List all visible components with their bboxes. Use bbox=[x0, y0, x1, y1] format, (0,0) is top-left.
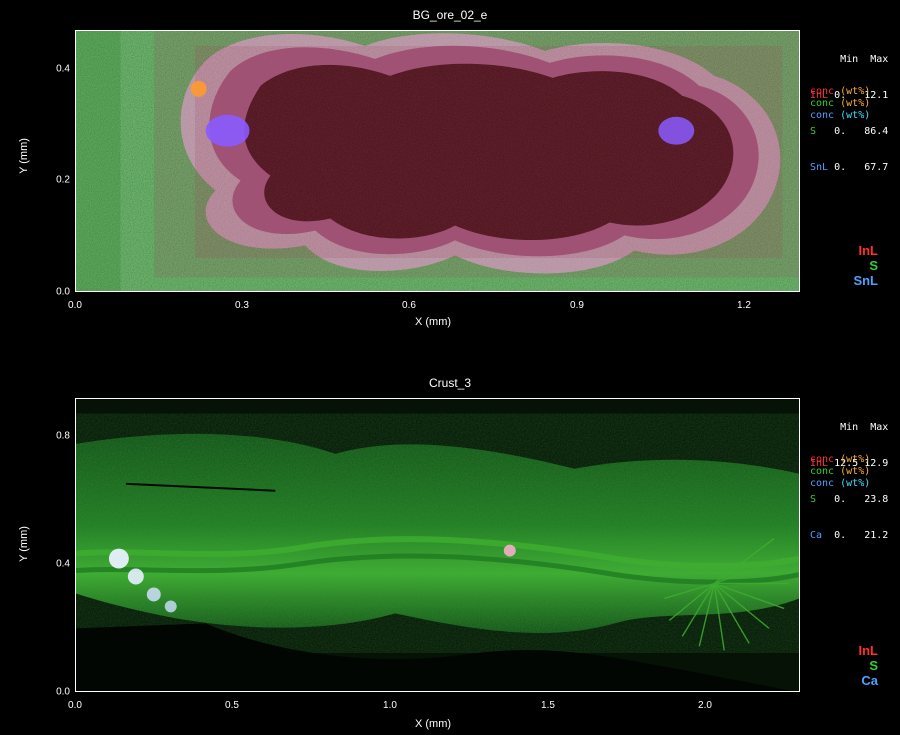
conc-unit-top-1: wt% bbox=[846, 98, 864, 109]
plot-area-top bbox=[75, 30, 800, 292]
legend-channels-bottom: InL S Ca bbox=[859, 643, 879, 688]
ch-big-bot-2: Ca bbox=[859, 673, 879, 688]
ytick-bot-2: 0.8 bbox=[44, 430, 70, 441]
panel-bottom: Crust_3 bbox=[0, 368, 900, 735]
xtick-bot-2: 1.0 bbox=[383, 700, 397, 711]
ch-top-2-name: SnL bbox=[810, 162, 828, 173]
ch-bot-1-min: 0. bbox=[834, 494, 846, 505]
xtick-top-2: 0.6 bbox=[402, 300, 416, 311]
ylabel-bottom: Y (mm) bbox=[18, 526, 30, 562]
ylabel-top: Y (mm) bbox=[18, 138, 30, 174]
ch-bot-1-max: 23.8 bbox=[864, 494, 888, 505]
ytick-top-0: 0.0 bbox=[44, 287, 70, 298]
ch-bot-2-min: 0. bbox=[834, 530, 846, 541]
ch-big-bot-0: InL bbox=[859, 643, 879, 658]
ch-big-top-1: S bbox=[853, 258, 878, 273]
ch-bot-2-name: Ca bbox=[810, 530, 822, 541]
ytick-bot-1: 0.4 bbox=[44, 558, 70, 569]
ch-top-1-min: 0. bbox=[834, 126, 846, 137]
legend-conc-top: conc (wt%) conc (wt%) conc (wt%) bbox=[810, 86, 870, 122]
conc-label-top-1: conc bbox=[810, 98, 834, 109]
conc-unit-top-0: wt% bbox=[846, 86, 864, 97]
conc-label-bot-0: conc bbox=[810, 454, 834, 465]
plot-title-top: BG_ore_02_e bbox=[413, 8, 488, 22]
ytick-bot-0: 0.0 bbox=[44, 686, 70, 697]
xlabel-top: X (mm) bbox=[415, 316, 451, 328]
ch-top-2-max: 67.7 bbox=[864, 162, 888, 173]
plot-title-bottom: Crust_3 bbox=[429, 376, 471, 390]
conc-label-top-2: conc bbox=[810, 110, 834, 121]
xlabel-bottom: X (mm) bbox=[415, 718, 451, 730]
panel-top: BG_ore_02_e bbox=[0, 0, 900, 368]
elemental-map-top bbox=[76, 31, 799, 292]
xtick-bot-3: 1.5 bbox=[541, 700, 555, 711]
conc-unit-bot-1: wt% bbox=[846, 466, 864, 477]
xtick-top-3: 0.9 bbox=[570, 300, 584, 311]
ch-bot-2-max: 21.2 bbox=[864, 530, 888, 541]
ch-big-top-2: SnL bbox=[853, 273, 878, 288]
xtick-top-0: 0.0 bbox=[68, 300, 82, 311]
conc-label-bot-1: conc bbox=[810, 466, 834, 477]
xtick-top-1: 0.3 bbox=[235, 300, 249, 311]
conc-unit-top-2: wt% bbox=[846, 110, 864, 121]
conc-unit-bot-0: wt% bbox=[846, 454, 864, 465]
ch-top-2-min: 0. bbox=[834, 162, 846, 173]
figure-container: BG_ore_02_e bbox=[0, 0, 900, 735]
ch-big-top-0: InL bbox=[853, 243, 878, 258]
conc-label-bot-2: conc bbox=[810, 478, 834, 489]
ytick-top-2: 0.4 bbox=[44, 64, 70, 75]
xtick-top-4: 1.2 bbox=[737, 300, 751, 311]
plot-area-bottom bbox=[75, 398, 800, 692]
conc-label-top-0: conc bbox=[810, 86, 834, 97]
ytick-top-1: 0.2 bbox=[44, 175, 70, 186]
legend-channels-top: InL S SnL bbox=[853, 243, 878, 288]
ch-top-1-max: 86.4 bbox=[864, 126, 888, 137]
legend-conc-bottom: conc (wt%) conc (wt%) conc (wt%) bbox=[810, 454, 870, 490]
elemental-map-bottom bbox=[76, 399, 799, 692]
xtick-bot-4: 2.0 bbox=[698, 700, 712, 711]
xtick-bot-0: 0.0 bbox=[68, 700, 82, 711]
ch-big-bot-1: S bbox=[859, 658, 879, 673]
conc-unit-bot-2: wt% bbox=[846, 478, 864, 489]
xtick-bot-1: 0.5 bbox=[225, 700, 239, 711]
